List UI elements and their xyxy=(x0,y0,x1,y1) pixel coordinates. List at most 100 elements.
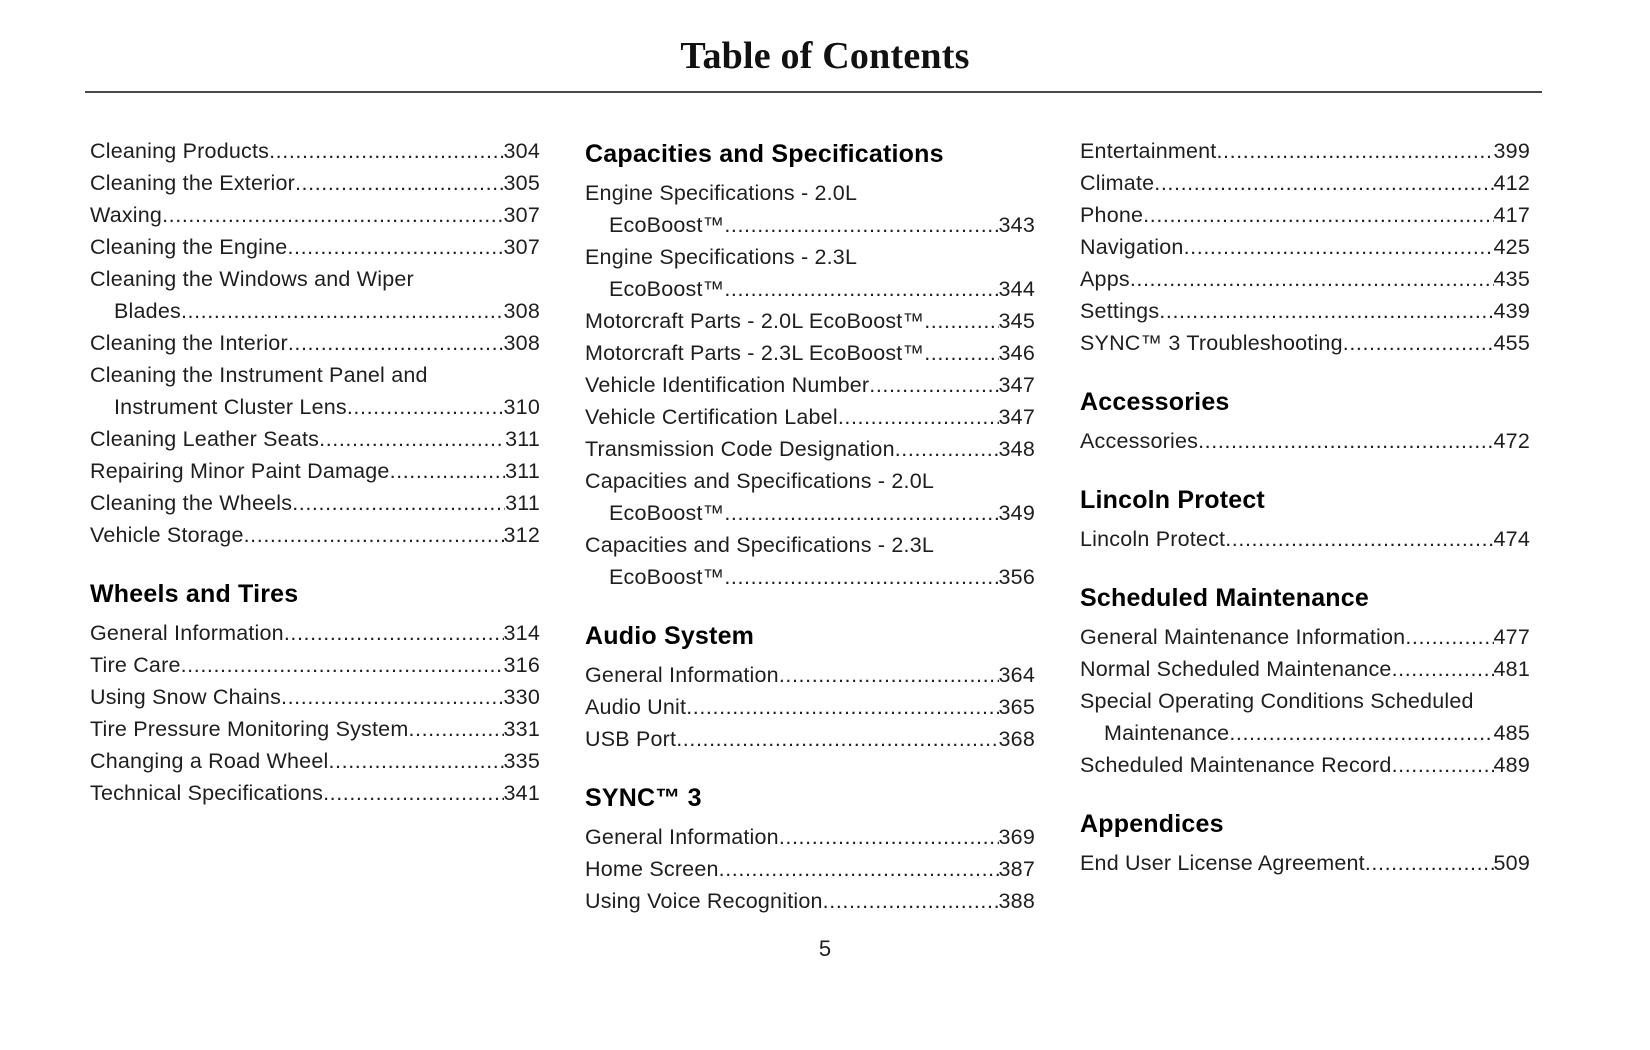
entry-page-number: 331 xyxy=(503,717,540,741)
title-divider xyxy=(85,91,1542,93)
entry-page-number: 439 xyxy=(1493,299,1530,323)
dot-leader xyxy=(1229,717,1493,749)
entry-page-number: 368 xyxy=(998,727,1035,751)
page-header: Table of Contents xyxy=(0,0,1650,93)
toc-entry: Cleaning the Exterior 305 xyxy=(90,167,540,199)
entry-page-number: 330 xyxy=(503,685,540,709)
entry-label: Cleaning the Exterior xyxy=(90,171,295,195)
entry-page-number: 310 xyxy=(503,395,540,419)
entry-page-number: 341 xyxy=(503,781,540,805)
toc-entry: Repairing Minor Paint Damage 311 xyxy=(90,455,540,487)
entry-page-number: 472 xyxy=(1493,429,1530,453)
toc-entry: Audio Unit 365 xyxy=(585,691,1035,723)
section-heading: Capacities and Specifications xyxy=(585,140,944,168)
entry-page-number: 349 xyxy=(998,501,1035,525)
entry-label: Tire Pressure Monitoring System xyxy=(90,717,409,741)
toc-entry: Cleaning Products 304 xyxy=(90,135,540,167)
toc-entry: Phone 417 xyxy=(1080,199,1530,231)
toc-entry: Cleaning the Interior 308 xyxy=(90,327,540,359)
toc-entry: Vehicle Identification Number 347 xyxy=(585,369,1035,401)
dot-leader xyxy=(686,691,998,723)
entry-label: Cleaning Leather Seats xyxy=(90,427,320,451)
entry-label: Cleaning the Engine xyxy=(90,235,288,259)
toc-entry-list: General Maintenance Information 477 Normal… xyxy=(1080,621,1530,781)
entry-label-line: Cleaning the Windows and Wiper xyxy=(90,267,414,291)
entry-label: Lincoln Protect xyxy=(1080,527,1226,551)
dot-leader xyxy=(408,713,503,745)
entry-label: Vehicle Storage xyxy=(90,523,244,547)
toc-entry: USB Port 368 xyxy=(585,723,1035,755)
dot-leader xyxy=(838,401,999,433)
dot-leader xyxy=(1143,199,1493,231)
dot-leader xyxy=(244,519,504,551)
dot-leader xyxy=(779,659,999,691)
dot-leader xyxy=(288,327,504,359)
toc-entry: Entertainment 399 xyxy=(1080,135,1530,167)
dot-leader xyxy=(1154,167,1493,199)
entry-label: Normal Scheduled Maintenance xyxy=(1080,657,1392,681)
toc-entry: Cleaning Leather Seats 311 xyxy=(90,423,540,455)
toc-entry: General Information 369 xyxy=(585,821,1035,853)
toc-entry-list: Entertainment 399 Climate 412 Phone 417 Naviga… xyxy=(1080,135,1530,359)
entry-label: General Information xyxy=(585,663,779,687)
dot-leader xyxy=(287,231,503,263)
entry-label-line: Engine Specifications - 2.3L xyxy=(585,245,858,269)
entry-page-number: 425 xyxy=(1493,235,1530,259)
entry-page-number: 311 xyxy=(505,427,540,451)
toc-entry-list: General Information 314 Tire Care 316 Using … xyxy=(90,617,540,809)
entry-label-line: Capacities and Specifications - 2.3L xyxy=(585,533,935,557)
toc-entry: Lincoln Protect 474 xyxy=(1080,523,1530,555)
entry-page-number: 399 xyxy=(1493,139,1530,163)
dot-leader xyxy=(924,305,998,337)
dot-leader xyxy=(1216,135,1493,167)
dot-leader xyxy=(1365,847,1494,879)
section-heading: Lincoln Protect xyxy=(1080,486,1265,514)
toc-entry: Settings 439 xyxy=(1080,295,1530,327)
entry-page-number: 347 xyxy=(998,373,1035,397)
toc-entry: Scheduled Maintenance Record 489 xyxy=(1080,749,1530,781)
entry-label: Transmission Code Designation xyxy=(585,437,895,461)
entry-label: Climate xyxy=(1080,171,1155,195)
entry-page-number: 412 xyxy=(1493,171,1530,195)
dot-leader xyxy=(895,433,999,465)
dot-leader xyxy=(295,167,504,199)
entry-label: Phone xyxy=(1080,203,1144,227)
toc-entry-list: Cleaning Products 304 Cleaning the Exterio… xyxy=(90,135,540,551)
entry-page-number: 314 xyxy=(503,621,540,645)
toc-entry: Tire Pressure Monitoring System 331 xyxy=(90,713,540,745)
dot-leader xyxy=(284,617,504,649)
toc-entry: Engine Specifications - 2.0L EcoBoost™ 343 xyxy=(585,177,1035,241)
toc-entry: Navigation 425 xyxy=(1080,231,1530,263)
dot-leader xyxy=(269,135,503,167)
toc-entry: Cleaning the Engine 307 xyxy=(90,231,540,263)
toc-entry: General Information 314 xyxy=(90,617,540,649)
entry-page-number: 369 xyxy=(998,825,1035,849)
dot-leader xyxy=(319,423,505,455)
entry-label: General Information xyxy=(90,621,284,645)
toc-columns: Cleaning Products 304 Cleaning the Exterio… xyxy=(0,93,1650,917)
entry-page-number: 417 xyxy=(1493,203,1530,227)
toc-entry: Special Operating Conditions Scheduled Ma… xyxy=(1080,685,1530,749)
section-heading: SYNC™ 3 xyxy=(585,784,702,812)
entry-label: Technical Specifications xyxy=(90,781,324,805)
dot-leader xyxy=(347,391,504,423)
entry-page-number: 481 xyxy=(1493,657,1530,681)
dot-leader xyxy=(1392,749,1494,781)
dot-leader xyxy=(281,681,503,713)
dot-leader xyxy=(390,455,506,487)
dot-leader xyxy=(1198,425,1493,457)
entry-label: Repairing Minor Paint Damage xyxy=(90,459,390,483)
dot-leader xyxy=(1184,231,1494,263)
dot-leader xyxy=(676,723,998,755)
toc-entry: Tire Care 316 xyxy=(90,649,540,681)
toc-entry: Capacities and Specifications - 2.0L EcoB… xyxy=(585,465,1035,529)
toc-column-1: Cleaning Products 304 Cleaning the Exterio… xyxy=(90,135,540,917)
section-heading: Scheduled Maintenance xyxy=(1080,584,1369,612)
toc-entry: General Maintenance Information 477 xyxy=(1080,621,1530,653)
entry-label: Vehicle Certification Label xyxy=(585,405,838,429)
toc-entry: Home Screen 387 xyxy=(585,853,1035,885)
toc-entry: Motorcraft Parts - 2.0L EcoBoost™ 345 xyxy=(585,305,1035,337)
entry-page-number: 343 xyxy=(998,213,1035,237)
entry-label: Blades xyxy=(114,299,181,323)
